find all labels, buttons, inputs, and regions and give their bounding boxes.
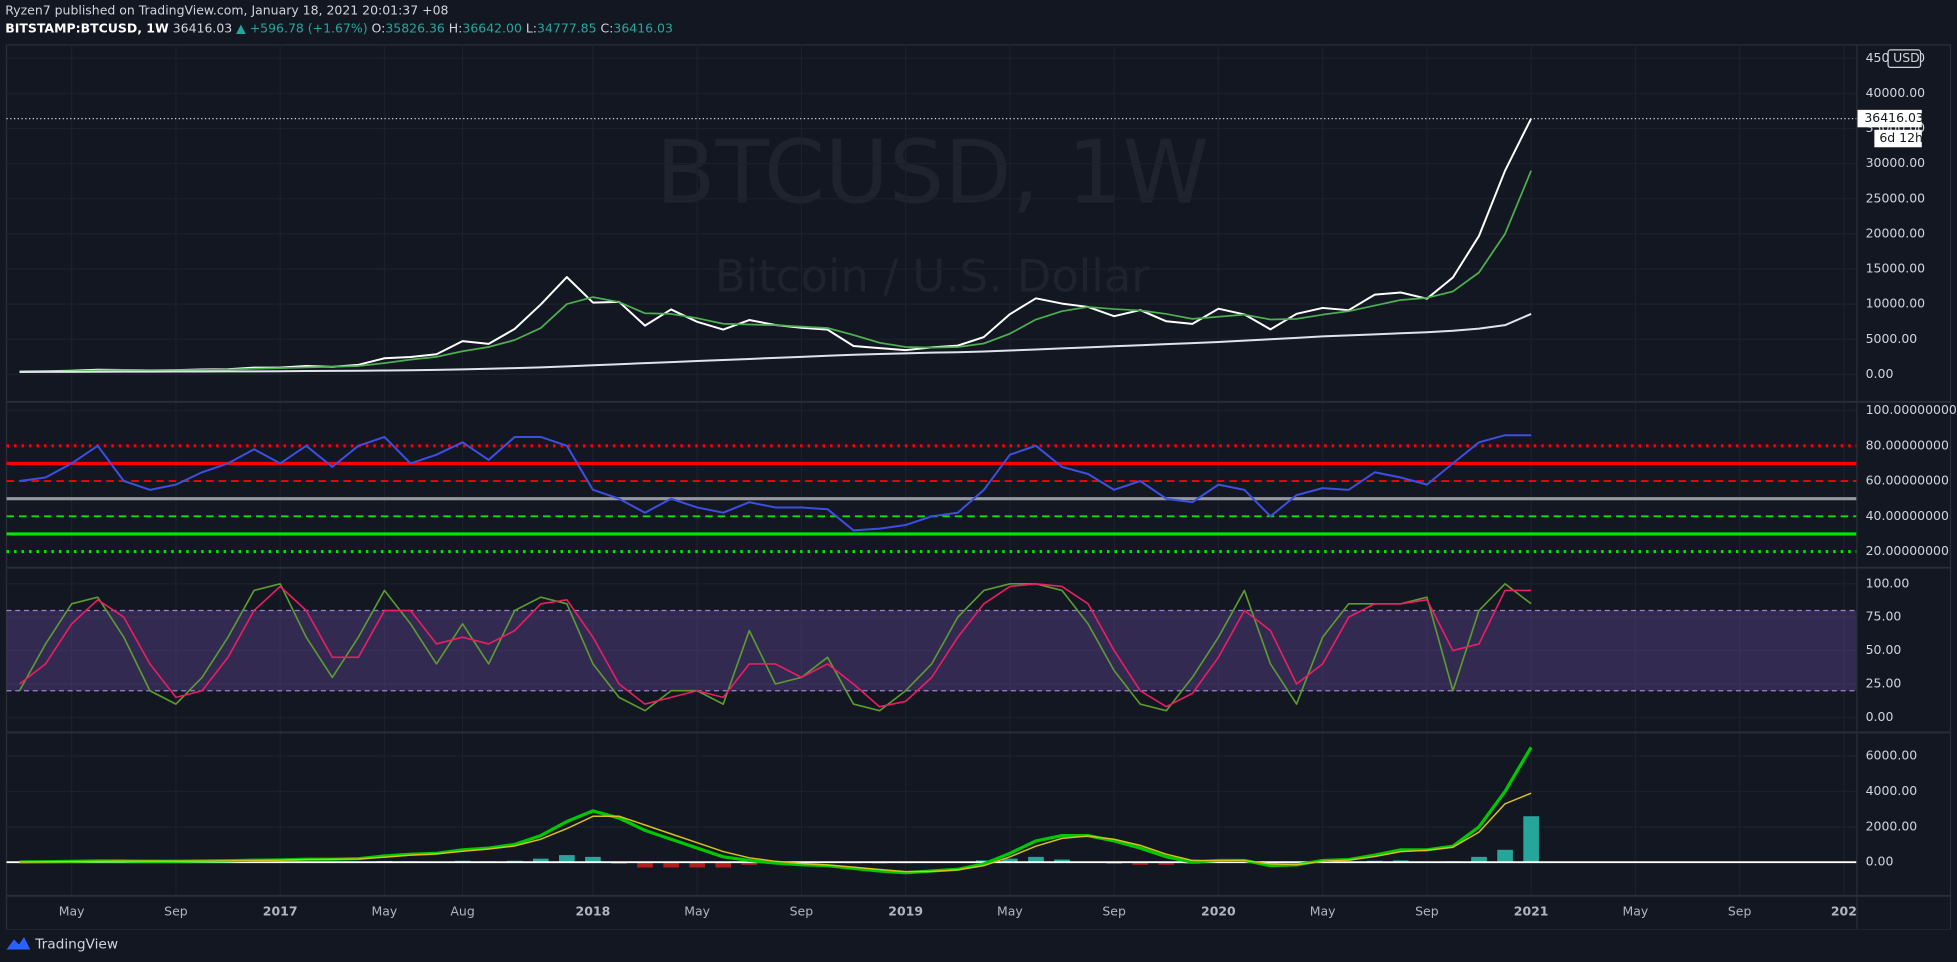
currency: USD — [1893, 50, 1920, 65]
series-line — [19, 434, 1532, 532]
y-tick-label: 5000.00 — [1866, 331, 1918, 346]
change: ▲ +596.78 (+1.67%) — [236, 20, 367, 35]
footer-bar — [0, 929, 1957, 962]
y-tick-label: 25.00 — [1866, 676, 1902, 691]
x-tick-label: May — [997, 904, 1023, 919]
y-tick-label: 10000.00 — [1866, 296, 1926, 311]
x-tick-label: 202 — [1831, 904, 1857, 919]
series-line — [18, 583, 1532, 708]
x-tick-label: Sep — [790, 904, 814, 919]
y-tick-label: 25000.00 — [1866, 190, 1926, 205]
ohlc-value: 35826.36 — [385, 20, 445, 35]
x-tick-label: 2020 — [1201, 904, 1236, 919]
y-tick-label: 4000.00 — [1866, 783, 1918, 798]
histogram-bar — [585, 856, 601, 863]
ohlc-value: 34777.85 — [537, 20, 597, 35]
countdown-box — [1874, 129, 1922, 148]
x-tick-label: May — [59, 904, 85, 919]
y-tick-label: 0.00 — [1866, 366, 1894, 381]
countdown: 6d 12h — [1879, 130, 1923, 145]
y-tick-label: 75.00 — [1866, 609, 1902, 624]
series-line — [19, 170, 1532, 373]
last: 36416.03 — [173, 20, 232, 35]
x-tick-label: 2017 — [263, 904, 298, 919]
y-tick-label: 2000.00 — [1866, 818, 1918, 833]
histogram-bar — [715, 862, 732, 868]
y-tick-label: 60.00000000 — [1866, 473, 1949, 488]
x-tick-label: Sep — [1102, 904, 1126, 919]
y-tick-label: 0.00 — [1866, 854, 1894, 869]
x-tick-label: Sep — [1415, 904, 1439, 919]
y-tick-label: 40.00000000 — [1866, 508, 1949, 523]
histogram-bar — [1132, 862, 1149, 865]
plot: May Sep 2017 May Aug 2018 May Sep 2019 May Sep 2020… — [6, 44, 1957, 930]
last-price-box — [1856, 109, 1922, 128]
y-tick-label: 6000.00 — [1866, 748, 1918, 763]
y-tick-label: 100.00000000 — [1866, 402, 1957, 417]
last-price-label: 36416.03 — [1864, 110, 1924, 125]
histogram-bar — [1158, 862, 1175, 865]
histogram-bar — [741, 862, 758, 865]
watermark-symbol: BTCUSD, 1W — [656, 121, 1209, 223]
y-tick-label: 50.00 — [1866, 642, 1902, 657]
series-line — [19, 792, 1532, 873]
ohlc-key: O: — [372, 20, 386, 35]
y-tick-label: 100.00 — [1866, 575, 1910, 590]
x-tick-label: May — [372, 904, 398, 919]
x-tick-label: Aug — [450, 904, 474, 919]
histogram-bar — [663, 862, 679, 868]
histogram-bar — [559, 855, 575, 863]
x-tick-label: May — [1310, 904, 1336, 919]
y-tick-label: 20000.00 — [1866, 225, 1926, 240]
logo — [6, 937, 31, 950]
y-tick-label: 0.00 — [1866, 709, 1894, 724]
x-tick-label: 2019 — [888, 904, 923, 919]
series-line — [19, 313, 1532, 373]
y-tick-label: 40000.00 — [1866, 85, 1926, 100]
x-tick-label: 2021 — [1514, 904, 1549, 919]
symbol: BITSTAMP:BTCUSD, 1W — [5, 20, 169, 35]
y-tick-label: 20.00000000 — [1866, 543, 1949, 558]
x-tick-label: 2018 — [576, 904, 611, 919]
x-tick-label: Sep — [1728, 904, 1752, 919]
x-tick-label: May — [1622, 904, 1648, 919]
ohlc-key: H: — [449, 20, 463, 35]
y-tick-label: 15000.00 — [1866, 261, 1926, 276]
histogram-bar — [637, 862, 653, 868]
watermark-name: Bitcoin / U.S. Dollar — [715, 249, 1150, 302]
ohlc-value: 36416.03 — [613, 20, 673, 35]
x-tick-label: Sep — [164, 904, 188, 919]
ohlc-key: C: — [600, 20, 613, 35]
histogram-bar — [1054, 859, 1070, 863]
histogram-bar — [532, 858, 549, 863]
histogram-bar — [1028, 856, 1044, 863]
histogram-bar — [1523, 816, 1539, 863]
footer-brand: TradingView — [34, 937, 118, 953]
x-tick-label: May — [684, 904, 710, 919]
quote-line: BITSTAMP:BTCUSD, 1W 36416.03 ▲ +596.78 (… — [5, 20, 673, 35]
y-tick-label: 30000.00 — [1866, 155, 1926, 170]
series-line — [18, 583, 1532, 712]
y-tick-label: 80.00000000 — [1866, 437, 1949, 452]
histogram-bar — [1497, 849, 1513, 863]
published-line: Ryzen7 published on TradingView.com, Jan… — [5, 3, 448, 18]
histogram-bar — [1002, 858, 1018, 863]
ohlc-key: L: — [526, 20, 537, 35]
ohlc-value: 36642.00 — [462, 20, 522, 35]
histogram-bar — [1471, 856, 1487, 863]
currency-box — [1887, 49, 1922, 69]
histogram-bar — [689, 862, 705, 868]
band — [6, 610, 1857, 691]
